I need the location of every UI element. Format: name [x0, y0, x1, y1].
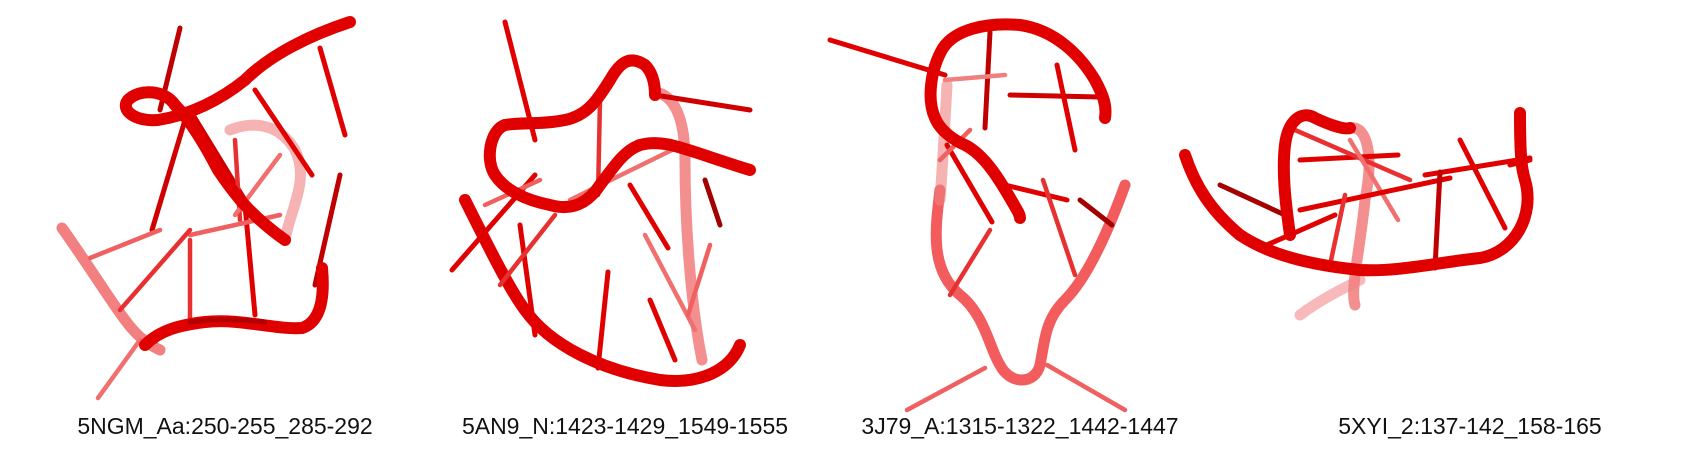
motif-panel-5ngm: 5NGM_Aa:250-255_285-292 — [40, 0, 410, 460]
backbone-back — [56, 222, 166, 356]
base-line — [1077, 197, 1115, 228]
base-line — [317, 45, 348, 138]
backbone-front — [120, 16, 356, 246]
backbone-top-loop — [499, 54, 661, 131]
base-line — [497, 212, 558, 288]
motif-structure-5xyi — [1179, 107, 1534, 321]
backbone-back-faded — [649, 86, 708, 366]
base-line — [1002, 182, 1070, 203]
base-line — [1040, 177, 1078, 278]
base-line — [702, 177, 723, 228]
motif-caption: 5XYI_2:137-142_158-165 — [1338, 413, 1602, 439]
base-line — [1297, 152, 1401, 163]
base-line — [1347, 137, 1401, 223]
base-line — [1257, 212, 1338, 251]
motif-panel-3j79: 3J79_A:1315-1322_1442-1447 — [827, 0, 1205, 460]
base-line — [117, 227, 193, 313]
base-line — [87, 227, 163, 261]
base-line — [947, 227, 993, 298]
backbone-back — [459, 194, 746, 387]
backbone-back-faded — [934, 79, 953, 206]
base-line — [1297, 175, 1453, 213]
base-line — [95, 337, 143, 401]
motif-structure-3j79 — [827, 18, 1131, 413]
backbone-front — [924, 18, 1112, 224]
base-line — [1054, 62, 1078, 153]
backbone-back — [930, 179, 1131, 386]
base-line — [1217, 182, 1288, 218]
base-line — [517, 222, 538, 338]
motif-caption: 5NGM_Aa:250-255_285-292 — [77, 413, 373, 439]
backbone-front — [1277, 109, 1356, 241]
motif-panel-5xyi: 5XYI_2:137-142_158-165 — [1179, 0, 1690, 460]
base-line — [904, 365, 988, 413]
base-line — [1007, 92, 1103, 100]
base-line — [149, 117, 188, 233]
backbone-u-shape — [1179, 107, 1534, 277]
base-line — [1044, 362, 1128, 413]
motif-structure-5an9 — [449, 19, 756, 387]
backbone-lower-shade — [187, 317, 268, 325]
backbone-front — [483, 119, 756, 213]
base-line — [982, 29, 993, 131]
base-line — [647, 297, 678, 363]
base-line — [1422, 155, 1533, 178]
base-line — [1432, 169, 1443, 271]
motif-caption: 5AN9_N:1423-1429_1549-1555 — [461, 413, 789, 439]
base-line — [595, 269, 611, 371]
base-line — [252, 87, 315, 178]
base-line — [685, 242, 713, 318]
base-line — [1327, 192, 1348, 268]
base-line — [942, 72, 1008, 83]
base-line — [1457, 137, 1508, 231]
base-line — [944, 142, 995, 225]
base-line — [1292, 127, 1413, 183]
motif-caption: 3J79_A:1315-1322_1442-1447 — [861, 413, 1179, 439]
base-line — [827, 37, 948, 78]
base-line — [652, 92, 753, 113]
backbone-back-faded — [1294, 274, 1366, 321]
backbone-lower — [139, 262, 329, 351]
motif-panel-5an9: 5AN9_N:1423-1429_1549-1555 — [440, 0, 810, 460]
base-line — [627, 182, 671, 251]
motif-structure-5ngm — [56, 16, 356, 401]
